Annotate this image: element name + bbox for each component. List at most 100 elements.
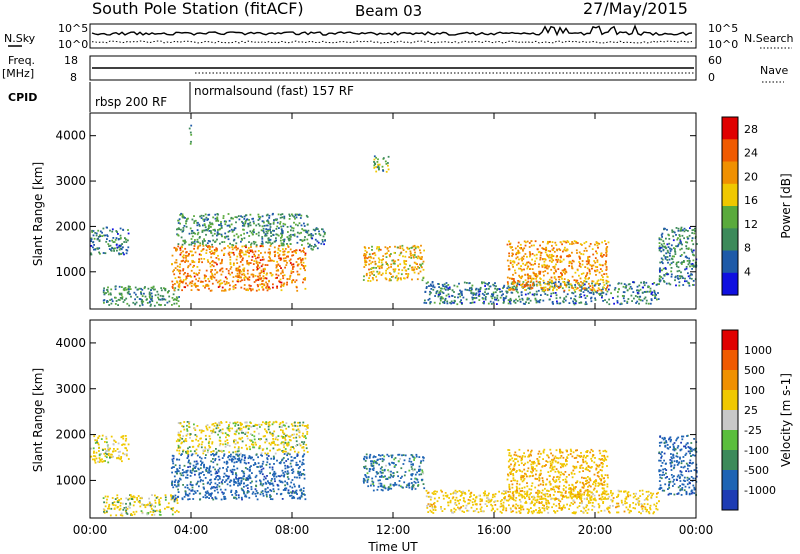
echo-cell	[270, 243, 273, 245]
echo-cell	[266, 440, 268, 442]
echo-cell	[301, 244, 303, 246]
echo-cell	[182, 254, 185, 257]
echo-cell	[113, 250, 115, 252]
echo-cell	[389, 476, 392, 479]
echo-cell	[381, 469, 384, 472]
echo-cell	[553, 276, 556, 278]
echo-cell	[491, 297, 494, 300]
echo-cell	[678, 281, 681, 284]
echo-cell	[173, 500, 176, 503]
echo-cell	[216, 281, 219, 284]
echo-cell	[305, 214, 308, 217]
echo-cell	[670, 262, 673, 265]
echo-cell	[221, 289, 223, 292]
echo-cell	[375, 156, 377, 159]
echo-cell	[267, 220, 270, 223]
echo-cell	[193, 247, 195, 250]
echo-cell	[403, 277, 406, 280]
echo-cell	[439, 289, 442, 292]
echo-cell	[283, 253, 286, 256]
echo-cell	[268, 286, 270, 289]
echo-cell	[560, 260, 563, 263]
echo-cell	[617, 288, 620, 291]
echo-cell	[524, 273, 527, 276]
echo-cell	[629, 285, 632, 288]
echo-cell	[154, 510, 157, 513]
echo-cell	[185, 220, 188, 222]
echo-cell	[99, 230, 102, 233]
echo-cell	[305, 425, 307, 427]
echo-cell	[290, 465, 293, 468]
echo-cell	[389, 473, 392, 476]
echo-cell	[382, 157, 385, 159]
echo-cell	[479, 288, 482, 291]
echo-cell	[238, 482, 241, 485]
echo-cell	[397, 265, 399, 268]
echo-cell	[187, 447, 189, 450]
echo-cell	[210, 226, 212, 228]
echo-cell	[541, 265, 544, 268]
echo-cell	[118, 454, 120, 457]
echo-cell	[118, 508, 121, 511]
echo-cell	[240, 249, 243, 252]
echo-cell	[220, 422, 223, 424]
echo-cell	[558, 281, 560, 283]
echo-cell	[117, 233, 119, 235]
echo-cell	[607, 280, 610, 283]
echo-cell	[113, 501, 116, 503]
echo-cell	[262, 275, 265, 278]
echo-cell	[660, 276, 663, 278]
echo-cell	[127, 290, 130, 293]
echo-cell	[112, 504, 115, 506]
echo-cell	[265, 224, 268, 227]
echo-cell	[556, 285, 558, 288]
echo-cell	[188, 282, 191, 285]
echo-cell	[231, 427, 234, 430]
echo-cell	[645, 302, 648, 305]
echo-cell	[187, 254, 190, 257]
echo-cell	[382, 458, 385, 461]
echo-cell	[156, 301, 158, 304]
echo-cell	[172, 507, 175, 509]
echo-cell	[594, 243, 596, 246]
echo-cell	[134, 286, 137, 289]
echo-cell	[390, 454, 393, 457]
echo-cell	[408, 460, 411, 463]
echo-cell	[189, 227, 192, 230]
echo-cell	[393, 462, 395, 465]
echo-cell	[287, 443, 290, 445]
echo-cell	[218, 485, 221, 488]
echo-cell	[310, 247, 313, 250]
echo-cell	[587, 290, 590, 293]
echo-cell	[211, 272, 213, 275]
echo-cell	[548, 241, 550, 243]
echo-cell	[284, 467, 287, 470]
echo-cell	[369, 453, 372, 456]
echo-cell	[240, 496, 243, 499]
echo-cell	[164, 507, 166, 510]
echo-cell	[302, 487, 305, 490]
echo-cell	[269, 245, 272, 247]
echo-cell	[141, 302, 144, 305]
echo-cell	[267, 425, 270, 428]
echo-cell	[523, 255, 525, 258]
echo-cell	[222, 467, 224, 469]
echo-cell	[540, 286, 542, 289]
echo-cell	[378, 163, 381, 166]
echo-cell	[163, 298, 166, 301]
echo-cell	[176, 248, 178, 251]
echo-cell	[193, 490, 196, 493]
echo-cell	[198, 253, 201, 256]
echo-cell	[368, 271, 371, 274]
echo-cell	[213, 228, 216, 231]
echo-cell	[214, 261, 217, 264]
echo-cell	[125, 252, 128, 255]
echo-cell	[106, 234, 108, 237]
echo-cell	[139, 304, 141, 307]
echo-cell	[520, 291, 523, 294]
echo-cell	[277, 274, 280, 277]
echo-cell	[397, 278, 399, 281]
echo-cell	[379, 467, 382, 470]
echo-cell	[690, 277, 693, 280]
echo-cell	[242, 228, 244, 231]
